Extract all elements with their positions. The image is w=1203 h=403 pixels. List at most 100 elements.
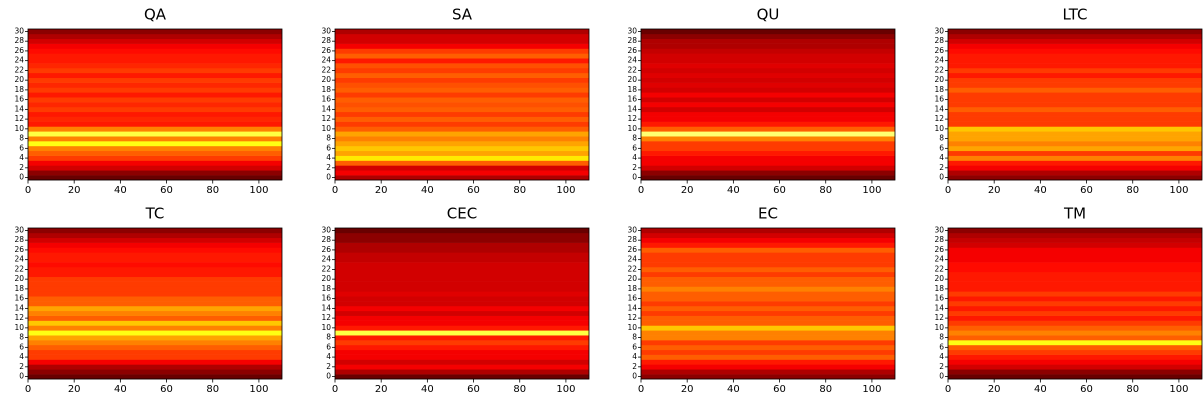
heatmap-row [28,145,282,152]
y-tick-label: 16 [934,95,944,104]
heatmap-row [948,116,1202,122]
heatmap-row [28,131,282,137]
y-tick-label: 20 [14,274,24,283]
y-tick-label: 24 [321,56,331,65]
y-tick-label: 4 [939,153,944,162]
heatmap-row [335,325,589,331]
heatmap-row [641,170,895,176]
heatmap-row [641,359,895,365]
y-tick-label: 14 [627,104,637,113]
panel-title: TM [1063,205,1086,223]
axes-frame [334,28,590,181]
heatmap-row [335,340,589,346]
y-tick-label: 14 [321,303,331,312]
y-tick-label: 26 [14,245,24,254]
heatmap-row [948,296,1202,302]
heatmap-row [335,165,589,171]
y-tick-label: 2 [326,362,331,371]
heatmap-row [641,131,895,137]
heatmap-row [335,237,589,243]
heatmap-row [335,296,589,302]
heatmap-row [641,320,895,326]
x-tick-label: 100 [556,384,575,395]
heatmap-row [641,136,895,142]
heatmap-row [641,175,895,181]
heatmap-row [28,257,282,263]
x-tick-label: 0 [332,384,338,395]
y-tick-label: 4 [19,352,24,361]
y-tick-label: 0 [19,372,24,381]
heatmap-row [948,38,1202,44]
y-tick-label: 30 [14,26,24,35]
heatmap-row [28,29,282,35]
y-tick-label: 28 [14,36,24,45]
y-tick-label: 14 [321,104,331,113]
heatmap-row [28,374,282,380]
y-tick-label: 20 [934,75,944,84]
y-tick-label: 30 [934,225,944,234]
y-tick-label: 18 [934,85,944,94]
y-tick-label: 26 [627,245,637,254]
y-tick-label: 30 [14,225,24,234]
y-tick-label: 16 [14,294,24,303]
heatmap-row [641,271,895,278]
heatmap-row [28,291,282,297]
y-tick-label: 16 [627,294,637,303]
x-tick-label: 100 [1169,384,1188,395]
heatmap-row [335,77,589,83]
heatmap-row [641,349,895,355]
heatmap-row [28,330,282,336]
heatmap-row [641,305,895,312]
heatmap-row [641,369,895,375]
y-tick-label: 22 [14,65,24,74]
x-tick-label: 0 [25,185,31,196]
heatmap-row [641,281,895,287]
y-tick-label: 2 [939,362,944,371]
heatmap-row [948,262,1202,268]
heatmap-row [948,330,1202,336]
y-tick-label: 16 [627,95,637,104]
y-tick-label: 30 [627,225,637,234]
heatmap-row [641,237,895,243]
heatmap-row [335,170,589,176]
y-tick-label: 8 [632,333,637,342]
x-tick-label: 40 [1034,185,1047,196]
heatmap-row [948,92,1202,98]
y-tick-label: 24 [14,56,24,65]
heatmap-row [28,305,282,312]
heatmap-row [641,48,895,54]
y-tick-label: 18 [14,284,24,293]
y-tick-label: 12 [934,114,944,123]
y-tick-label: 6 [632,143,637,152]
heatmap-row [948,228,1202,234]
heatmap-row [641,67,895,74]
x-tick-label: 100 [1169,185,1188,196]
y-tick-label: 8 [939,134,944,143]
y-tick-label: 10 [934,323,944,332]
heatmap-row [948,58,1202,64]
y-tick-label: 24 [14,255,24,264]
heatmap-row [641,121,895,127]
x-tick-label: 100 [862,185,881,196]
x-tick-label: 0 [332,185,338,196]
heatmap-row [335,228,589,234]
heatmap-row [641,252,895,258]
y-tick-label: 0 [19,173,24,182]
heatmap-row [28,170,282,176]
y-tick-label: 16 [321,294,331,303]
y-tick-label: 14 [14,104,24,113]
heatmap-row [641,58,895,64]
heatmap-row [28,296,282,302]
heatmap-row [28,301,282,307]
heatmap-row [948,106,1202,113]
y-tick-label: 10 [627,323,637,332]
heatmap-row [335,121,589,127]
heatmap-row [948,97,1202,103]
heatmap-row [948,257,1202,263]
heatmap-row [28,141,282,147]
heatmap-row [641,354,895,360]
x-tick-label: 60 [773,384,786,395]
heatmap-row [948,121,1202,127]
heatmap-row [335,116,589,122]
y-tick-label: 2 [632,163,637,172]
